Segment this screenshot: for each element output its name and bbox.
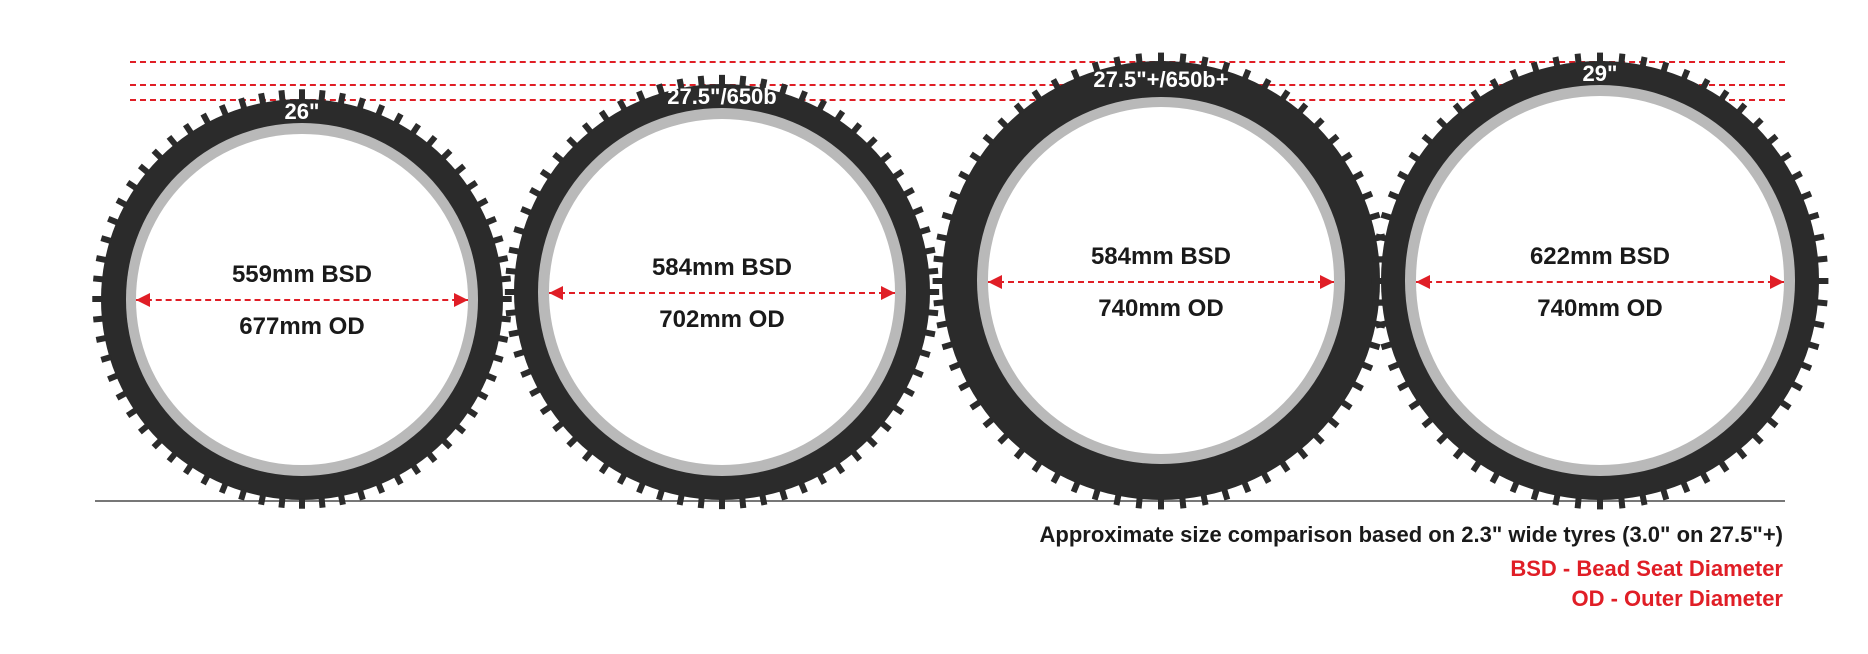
bsd-dimension-line [988,281,1334,283]
arrowhead-right-icon [1770,275,1784,289]
arrowhead-right-icon [454,293,468,307]
bsd-value: 622mm BSD [1530,243,1670,271]
tyre: 27.5"/650b 584mm BSD 702mm OD [504,74,940,510]
arrowhead-right-icon [881,286,895,300]
tyre-size-label: 27.5"/650b [667,84,777,110]
od-value: 702mm OD [659,306,784,334]
arrowhead-left-icon [988,275,1002,289]
bsd-dimension-line [136,299,467,301]
arrowhead-left-icon [1416,275,1430,289]
bsd-dimension-line [1416,281,1785,283]
tyre-size-label: 29" [1583,61,1618,87]
tyre-size-label: 26" [285,99,320,125]
bsd-value: 584mm BSD [1091,243,1231,271]
comparison-note: Approximate size comparison based on 2.3… [1040,522,1783,548]
arrowhead-left-icon [136,293,150,307]
arrowhead-left-icon [549,286,563,300]
tyre-size-comparison-diagram: 26" 559mm BSD 677mm OD 27.5"/650b 584mm BSD 7… [0,0,1868,654]
legend-bsd: BSD - Bead Seat Diameter [1510,556,1783,582]
bsd-value: 559mm BSD [232,261,372,289]
bsd-value: 584mm BSD [652,254,792,282]
od-value: 677mm OD [239,313,364,341]
od-value: 740mm OD [1537,295,1662,323]
tyre-size-label: 27.5"+/650b+ [1093,67,1228,93]
od-value: 740mm OD [1098,295,1223,323]
arrowhead-right-icon [1320,275,1334,289]
tyre: 26" 559mm BSD 677mm OD [91,89,512,510]
tyre: 27.5"+/650b+ 584mm BSD 740mm OD [932,51,1391,510]
bsd-dimension-line [549,292,895,294]
tyre: 29" 622mm BSD 740mm OD [1371,51,1830,510]
legend-od: OD - Outer Diameter [1572,586,1784,612]
